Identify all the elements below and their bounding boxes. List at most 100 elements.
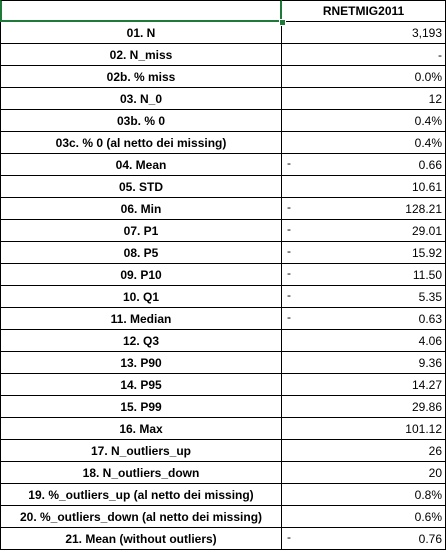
table-row: 14. P95 14.27: [0, 374, 448, 396]
stat-label-cell[interactable]: 14. P95: [0, 374, 282, 396]
table-row: 12. Q3 4.06: [0, 330, 448, 352]
stat-value-cell[interactable]: 12: [282, 88, 446, 110]
stat-value-text: 0.6%: [414, 509, 442, 524]
stat-value-cell[interactable]: 14.27: [282, 374, 446, 396]
stat-value-cell[interactable]: 20: [282, 462, 446, 484]
stat-value-text: 11.50: [412, 267, 442, 282]
stat-value-cell[interactable]: 101.12: [282, 418, 446, 440]
stat-label-cell[interactable]: 16. Max: [0, 418, 282, 440]
negative-sign: -: [287, 310, 291, 324]
table-row: 11. Median - 0.63: [0, 308, 448, 330]
stat-label-cell[interactable]: 11. Median: [0, 308, 282, 330]
stat-value-cell[interactable]: 10.61: [282, 176, 446, 198]
stat-value-text: 20: [428, 465, 442, 480]
stat-value-text: 0.4%: [414, 113, 442, 128]
stat-value-cell[interactable]: - 0.63: [282, 308, 446, 330]
stat-value-text: 5.35: [418, 289, 442, 304]
stat-value-cell[interactable]: - 11.50: [282, 264, 446, 286]
stat-label-cell[interactable]: 06. Min: [0, 198, 282, 220]
stat-value-cell[interactable]: 26: [282, 440, 446, 462]
table-row: 05. STD 10.61: [0, 176, 448, 198]
stat-value-text: 3,193: [411, 25, 442, 40]
stat-value-cell[interactable]: - 15.92: [282, 242, 446, 264]
column-header-cell[interactable]: RNETMIG2011: [282, 0, 446, 22]
negative-sign: -: [287, 530, 291, 544]
stat-value-cell[interactable]: 4.06: [282, 330, 446, 352]
stat-value-text: 0.4%: [414, 135, 442, 150]
header-row: RNETMIG2011: [0, 0, 448, 22]
table-row: 03c. % 0 (al netto dei missing) 0.4%: [0, 132, 448, 154]
stat-value-text: 0.8%: [414, 487, 442, 502]
stat-value-text: 14.27: [411, 377, 442, 392]
stat-value-text: 10.61: [411, 179, 442, 194]
stat-value-text: 0.66: [418, 157, 442, 172]
stat-label-cell[interactable]: 03b. % 0: [0, 110, 282, 132]
stat-value-text: 0.0%: [414, 69, 442, 84]
negative-sign: -: [287, 288, 291, 302]
stat-value-cell[interactable]: 0.0%: [282, 66, 446, 88]
stat-label-cell[interactable]: 01. N: [0, 22, 282, 44]
stat-value-cell[interactable]: 0.4%: [282, 110, 446, 132]
table-row: 20. %_outliers_down (al netto dei missin…: [0, 506, 448, 528]
stat-label-cell[interactable]: 19. %_outliers_up (al netto dei missing): [0, 484, 282, 506]
stat-label-cell[interactable]: 21. Mean (without outliers): [0, 528, 282, 550]
stat-value-text: 15.92: [411, 245, 442, 260]
stat-value-text: 4.06: [418, 333, 442, 348]
negative-sign: -: [287, 266, 291, 280]
stat-value-cell[interactable]: 0.6%: [282, 506, 446, 528]
stat-value-cell[interactable]: - 0.76: [282, 528, 446, 550]
stat-value-cell[interactable]: - 5.35: [282, 286, 446, 308]
stat-value-cell[interactable]: 0.8%: [282, 484, 446, 506]
stat-value-cell[interactable]: -: [282, 44, 446, 66]
table-row: 19. %_outliers_up (al netto dei missing)…: [0, 484, 448, 506]
stat-label-cell[interactable]: 15. P99: [0, 396, 282, 418]
stat-label-cell[interactable]: 20. %_outliers_down (al netto dei missin…: [0, 506, 282, 528]
table-row: 04. Mean - 0.66: [0, 154, 448, 176]
table-row: 06. Min - 128.21: [0, 198, 448, 220]
stat-label-cell[interactable]: 12. Q3: [0, 330, 282, 352]
stat-label-cell[interactable]: 13. P90: [0, 352, 282, 374]
table-row: 16. Max 101.12: [0, 418, 448, 440]
stat-label-cell[interactable]: 07. P1: [0, 220, 282, 242]
stat-value-text: 128.21: [405, 201, 442, 216]
stat-value-cell[interactable]: 29.86: [282, 396, 446, 418]
stat-label-cell[interactable]: 05. STD: [0, 176, 282, 198]
stat-label-cell[interactable]: 02. N_miss: [0, 44, 282, 66]
stat-value-cell[interactable]: - 0.66: [282, 154, 446, 176]
stat-label-cell[interactable]: 18. N_outliers_down: [0, 462, 282, 484]
table-row: 17. N_outliers_up 26: [0, 440, 448, 462]
negative-sign: -: [287, 156, 291, 170]
negative-sign: -: [287, 244, 291, 258]
table-row: 09. P10- 11.50: [0, 264, 448, 286]
table-row: 03. N_0 12: [0, 88, 448, 110]
stat-label-cell[interactable]: 17. N_outliers_up: [0, 440, 282, 462]
stat-label-cell[interactable]: 08. P5: [0, 242, 282, 264]
selected-cell[interactable]: [0, 0, 282, 22]
negative-sign: -: [287, 200, 291, 214]
stat-label-cell[interactable]: 03c. % 0 (al netto dei missing): [0, 132, 282, 154]
table-row: 01. N 3,193: [0, 22, 448, 44]
negative-sign: -: [287, 222, 291, 236]
stat-value-cell[interactable]: 9.36: [282, 352, 446, 374]
stat-label-cell[interactable]: 09. P10: [0, 264, 282, 286]
table-row: 21. Mean (without outliers) - 0.76: [0, 528, 448, 550]
stat-label-cell[interactable]: 03. N_0: [0, 88, 282, 110]
stat-value-text: -: [438, 47, 442, 62]
table-row: 02b. % miss 0.0%: [0, 66, 448, 88]
stat-label-cell[interactable]: 02b. % miss: [0, 66, 282, 88]
stat-value-text: 26: [428, 443, 442, 458]
stat-value-cell[interactable]: - 128.21: [282, 198, 446, 220]
table-row: 02. N_miss -: [0, 44, 448, 66]
stat-value-cell[interactable]: 3,193: [282, 22, 446, 44]
table-row: 07. P1- 29.01: [0, 220, 448, 242]
stat-value-text: 29.01: [411, 223, 442, 238]
stat-value-text: 101.12: [405, 421, 442, 436]
table-row: 18. N_outliers_down 20: [0, 462, 448, 484]
stat-value-text: 0.63: [418, 311, 442, 326]
stat-label-cell[interactable]: 10. Q1: [0, 286, 282, 308]
stat-value-cell[interactable]: - 29.01: [282, 220, 446, 242]
stat-value-cell[interactable]: 0.4%: [282, 132, 446, 154]
stat-label-cell[interactable]: 04. Mean: [0, 154, 282, 176]
fill-handle[interactable]: [279, 19, 286, 26]
